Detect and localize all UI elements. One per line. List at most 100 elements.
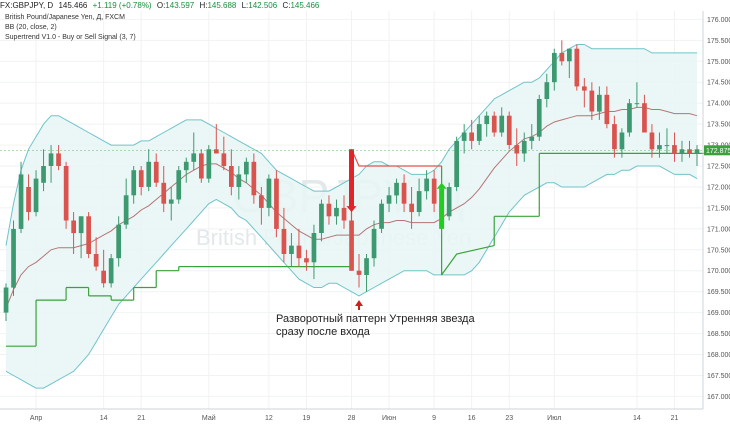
symbol-name[interactable]: FX:GBPJPY, D bbox=[0, 1, 54, 10]
candle-body bbox=[304, 258, 309, 263]
candle-body bbox=[71, 220, 76, 234]
x-tick-label: Май bbox=[202, 414, 216, 422]
y-tick-label: 169.500 bbox=[707, 289, 730, 296]
x-tick-label: Апр bbox=[30, 415, 42, 422]
candle-body bbox=[259, 195, 264, 208]
legend-series[interactable]: British Pound/Japanese Yen, Д, FXCM bbox=[5, 14, 125, 21]
candle-body bbox=[168, 199, 174, 204]
candle-body bbox=[514, 145, 520, 154]
last-price-badge bbox=[704, 145, 730, 156]
candle-body bbox=[191, 153, 197, 162]
candle-body bbox=[56, 153, 61, 166]
signals bbox=[346, 149, 447, 310]
candle-body bbox=[356, 270, 362, 275]
x-tick-label: Июл bbox=[547, 415, 561, 422]
y-tick-label: 173.500 bbox=[707, 122, 730, 129]
candle-body bbox=[469, 132, 474, 141]
candle-body bbox=[672, 145, 677, 154]
candle-body bbox=[386, 195, 392, 204]
annotation-arrow-head bbox=[355, 300, 364, 306]
candle-body bbox=[63, 166, 69, 221]
candle-body bbox=[394, 182, 399, 196]
y-tick-label: 176.000 bbox=[707, 17, 730, 24]
y-tick-label: 175.000 bbox=[707, 59, 730, 66]
candle-body bbox=[416, 191, 422, 212]
candle-body bbox=[266, 178, 272, 208]
candle-body bbox=[454, 140, 459, 187]
candle-body bbox=[3, 287, 9, 313]
candle-body bbox=[131, 170, 137, 196]
candle-body bbox=[251, 161, 257, 196]
x-tick-label: 16 bbox=[468, 415, 476, 422]
legend-bb[interactable]: BB (20, close, 2) bbox=[5, 24, 57, 31]
candle-body bbox=[612, 124, 617, 150]
x-tick-label: 9 bbox=[432, 415, 436, 422]
x-tick-label: 21 bbox=[137, 415, 145, 422]
candle-body bbox=[101, 270, 106, 284]
y-tick-label: 169.000 bbox=[707, 310, 730, 317]
candles bbox=[3, 40, 700, 322]
sell-arrow-shaft bbox=[349, 149, 354, 208]
x-tick-label: 28 bbox=[348, 415, 356, 422]
candle-body bbox=[642, 103, 647, 133]
candle-body bbox=[311, 233, 317, 263]
y-tick-label: 174.000 bbox=[707, 101, 730, 108]
candle-body bbox=[559, 52, 565, 62]
high-value: 145.688 bbox=[207, 1, 237, 10]
candle-body bbox=[206, 149, 212, 179]
candle-body bbox=[446, 187, 452, 217]
candle-body bbox=[138, 170, 144, 187]
candle-body bbox=[229, 166, 234, 187]
x-tick-label: 14 bbox=[100, 415, 108, 422]
last-price: 145.466 bbox=[58, 1, 88, 10]
x-tick-label: Июн bbox=[382, 415, 396, 422]
candle-body bbox=[161, 182, 167, 204]
candle-body bbox=[108, 258, 114, 284]
candle-body bbox=[349, 220, 354, 271]
y-tick-label: 170.000 bbox=[707, 268, 730, 275]
supertrend-up-segment bbox=[441, 245, 495, 276]
buy-arrow-head bbox=[436, 182, 447, 189]
annotation-text: Разворотный паттерн Утренняя звезда сраз… bbox=[276, 313, 475, 339]
candle-body bbox=[86, 216, 91, 254]
candle-body bbox=[409, 203, 414, 213]
y-tick-label: 174.500 bbox=[707, 80, 730, 87]
annotation-line-1: Разворотный паттерн Утренняя звезда bbox=[276, 313, 475, 325]
y-tick-label: 167.500 bbox=[707, 373, 730, 380]
candle-body bbox=[326, 203, 332, 217]
candle-body bbox=[78, 216, 84, 234]
candle-body bbox=[484, 115, 490, 125]
candle-body bbox=[589, 90, 595, 112]
candle-body bbox=[627, 103, 632, 133]
candle-body bbox=[536, 99, 542, 137]
candle-body bbox=[371, 228, 377, 259]
sell-arrow-head bbox=[346, 206, 357, 213]
y-tick-label: 170.500 bbox=[707, 247, 730, 254]
candle-body bbox=[26, 187, 31, 213]
close-value: 145.466 bbox=[290, 1, 320, 10]
y-tick-label: 168.000 bbox=[707, 352, 730, 359]
candle-body bbox=[574, 48, 580, 87]
y-tick-label: 175.500 bbox=[707, 38, 730, 45]
candle-body bbox=[11, 228, 16, 288]
candle-body bbox=[424, 178, 429, 192]
axes: 176.000 175.500 175.000 174.500 174.000 173.5… bbox=[0, 11, 730, 422]
candle-body bbox=[236, 174, 242, 187]
candle-body bbox=[153, 161, 159, 183]
annotation-arrow-shaft bbox=[358, 306, 361, 310]
candle-body bbox=[319, 203, 324, 233]
candle-body bbox=[364, 258, 369, 275]
candle-body bbox=[679, 149, 685, 154]
candle-body bbox=[296, 245, 302, 259]
candle-body bbox=[183, 161, 189, 171]
x-tick-label: 19 bbox=[303, 415, 311, 422]
candle-body bbox=[619, 132, 625, 150]
candle-body bbox=[41, 166, 46, 183]
candle-body bbox=[48, 153, 54, 166]
x-tick-label: 14 bbox=[633, 415, 641, 422]
candle-body bbox=[341, 207, 347, 221]
buy-arrow-shaft bbox=[439, 188, 445, 229]
open-value: 143.597 bbox=[165, 1, 195, 10]
legend-supertrend[interactable]: Supertrend V1.0 - Buy or Sell Signal (3,… bbox=[5, 34, 136, 41]
